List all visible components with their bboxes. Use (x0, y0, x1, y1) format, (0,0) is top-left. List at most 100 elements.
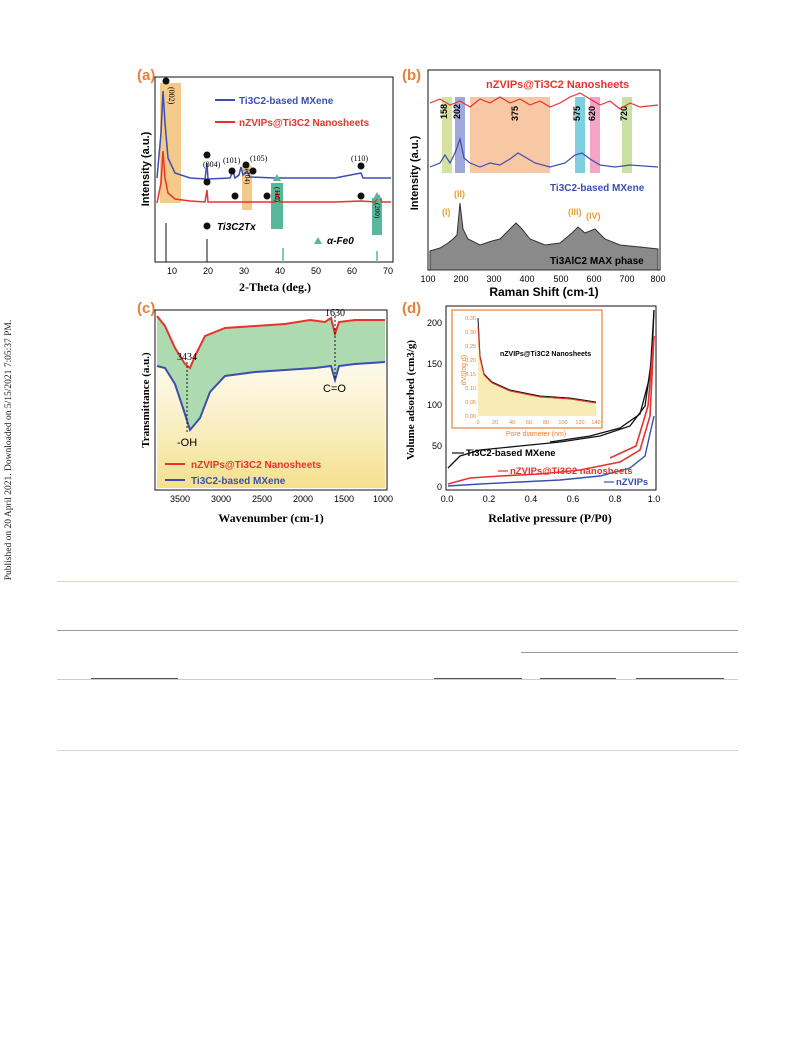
peak-fe-200: (200) (373, 203, 381, 219)
panel-b-ylabel: Intensity (a.u.) (409, 135, 421, 210)
xtick: 60 (526, 420, 532, 426)
xtick: 0.4 (525, 494, 538, 504)
xtick: 40 (509, 420, 515, 426)
legend-a-fe: α-Fe0 (327, 236, 354, 247)
xtick: 100 (558, 420, 567, 426)
peak-004: (004) (203, 160, 221, 169)
xtick: 0.8 (609, 494, 622, 504)
panel-d-label: (d) (402, 300, 421, 317)
marker-fe-110 (273, 174, 281, 181)
peak-101: (101) (223, 156, 241, 165)
annot-3434: 3434 (177, 352, 197, 363)
ytick: 0 (437, 482, 442, 492)
marker-ti3c2-105b (249, 167, 257, 175)
marker-ti3c2-002 (162, 77, 170, 85)
panel-a-xlabel: 2-Theta (deg.) (239, 280, 311, 294)
legend-a-mxene: Ti3C2-based MXene (239, 96, 334, 107)
roman-i: (I) (442, 207, 451, 217)
marker-ti3c2-101 (228, 167, 236, 175)
peak-002: (002) (167, 87, 176, 105)
ytick: 200 (427, 318, 442, 328)
roman-iv: (IV) (586, 211, 601, 221)
panel-c-xlabel: Wavenumber (cm-1) (218, 511, 323, 525)
panel-a-frame (154, 76, 394, 263)
xtick: 0.2 (483, 494, 496, 504)
xtick: 60 (347, 266, 357, 276)
ytick: 0.15 (465, 372, 476, 378)
xtick: 120 (575, 420, 584, 426)
band-375 (470, 97, 550, 173)
xtick: 80 (543, 420, 549, 426)
peak-104: (104) (243, 169, 251, 185)
inset-legend: nZVIPs@Ti3C2 Nanosheets (500, 351, 591, 358)
panel-d-red-trace-2 (609, 335, 655, 459)
xtick: 20 (203, 266, 213, 276)
table-rule-top (57, 581, 738, 582)
panel-c-label: (c) (137, 300, 155, 317)
panel-b-series-max: Ti3AlC2 MAX phase (550, 256, 644, 267)
panel-d-inset: nZVIPs@Ti3C2 Nanosheets dV/(log d) Pore … (451, 309, 603, 438)
panel-c-svg: (c) 3434 1630 -OH C=O nZVIPs@Ti3C2 Nanos… (137, 300, 393, 525)
marker-ti3c2-110b (357, 192, 365, 200)
ytick: 0.05 (465, 400, 476, 406)
band-label: 575 (572, 106, 582, 121)
panel-a-red-trace (156, 150, 391, 204)
legend-a-ti3c2tx: Ti3C2Tx (217, 222, 256, 233)
panel-c-yellow-fill (157, 362, 385, 488)
inset-xlabel: Pore diameter (nm) (506, 431, 566, 438)
annot-1630: 1630 (325, 308, 345, 319)
panel-a-ylabel: Intensity (a.u.) (140, 131, 152, 206)
ytick: 0.10 (465, 386, 476, 392)
xtick: 3500 (170, 494, 190, 504)
xtick: 2000 (293, 494, 313, 504)
peak-110: (110) (351, 154, 368, 163)
panel-d-svg: (d) 0 50 100 150 200 Ti3C2-based MXene n… (402, 300, 661, 525)
band-202 (455, 97, 465, 173)
legend-a-nzvips: nZVIPs@Ti3C2 Nanosheets (239, 118, 370, 129)
ytick: 0.35 (465, 316, 476, 322)
band-104 (242, 166, 252, 210)
table-rule-subheader (521, 652, 738, 653)
annot-oh: -OH (177, 437, 197, 449)
panel-b-max-trace (429, 202, 659, 271)
legend-marker-fe (314, 237, 322, 244)
xtick: 300 (486, 274, 501, 284)
band-720 (622, 97, 632, 173)
roman-ii: (II) (454, 189, 465, 199)
panel-d-frame (445, 305, 657, 491)
band-label: 202 (452, 104, 462, 119)
band-label: 158 (439, 104, 449, 119)
xtick: 600 (586, 274, 601, 284)
panel-b-svg: (b) 158 202 375 575 620 720 (I) (II) (II… (402, 67, 666, 299)
band-label: 720 (619, 106, 629, 121)
marker-ti3c2-004 (203, 151, 211, 159)
xtick: 800 (650, 274, 665, 284)
panel-b-raman: (b) 158 202 375 575 620 720 (I) (II) (II… (400, 63, 670, 300)
table-rule-seg1 (91, 678, 178, 679)
table-rule-header (57, 630, 738, 631)
inset-trace-red (477, 325, 597, 404)
table-rule-mid (57, 679, 738, 680)
panel-b-red-trace (429, 92, 659, 110)
panel-a-xrd: (a) (002) (004) (101) (104) (105) (110) … (135, 63, 400, 300)
legend-marker-ti3c2tx (203, 222, 211, 230)
panel-a-svg: (a) (002) (004) (101) (104) (105) (110) … (137, 67, 394, 294)
xtick: 20 (492, 420, 498, 426)
panel-c-ylabel: Transmittance (a.u.) (140, 352, 152, 448)
xtick: 10 (167, 266, 177, 276)
xtick: 1000 (373, 494, 393, 504)
xtick: 0.6 (567, 494, 580, 504)
ytick: 100 (427, 400, 442, 410)
legend-d-nzvips: nZVIPs (616, 477, 648, 488)
panel-c-ftir: (c) 3434 1630 -OH C=O nZVIPs@Ti3C2 Nanos… (135, 296, 400, 531)
panel-b-series-nzvips: nZVIPs@Ti3C2 Nanosheets (486, 79, 629, 91)
inset-xticks: 0 20 40 60 80 100 120 140 (476, 420, 600, 426)
panel-a-label: (a) (137, 67, 155, 84)
xtick: 1.0 (648, 494, 661, 504)
table-rule-seg4 (636, 678, 724, 679)
inset-fill (478, 318, 596, 416)
xtick: 2500 (252, 494, 272, 504)
band-label: 375 (510, 106, 520, 121)
panel-c-green-fill (157, 316, 385, 430)
panel-c-xticks: 3500 3000 2500 2000 1500 1000 (170, 494, 393, 504)
